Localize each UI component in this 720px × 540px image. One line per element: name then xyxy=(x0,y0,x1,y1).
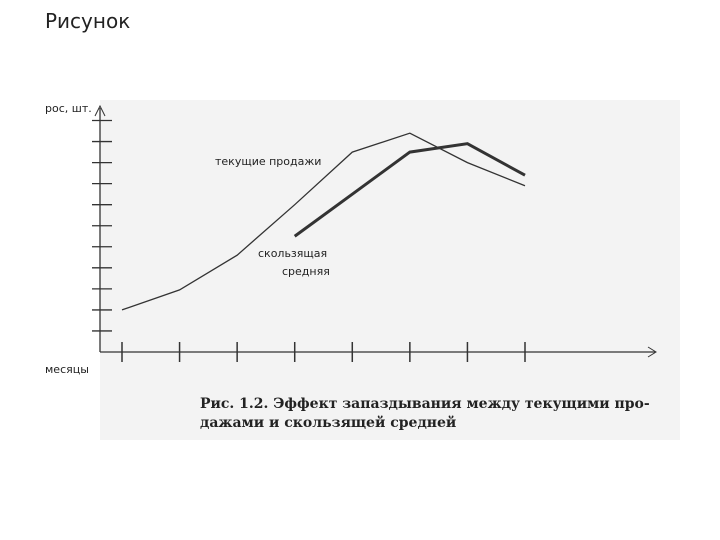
data-line xyxy=(121,132,526,311)
caption: Рис. 1.2. Эффект запаздывания между теку… xyxy=(200,396,650,412)
annotation: скользящая xyxy=(258,247,327,260)
annotation: средняя xyxy=(282,265,330,278)
y-arrow xyxy=(94,104,106,117)
caption: дажами и скользящей средней xyxy=(200,414,456,431)
annotation: текущие продажи xyxy=(215,155,321,168)
x-axis-label: месяцы xyxy=(45,363,89,376)
data-line xyxy=(293,142,526,238)
y-axis-label: рос, шт. xyxy=(45,102,92,115)
slide-title: Рисунок xyxy=(45,9,130,33)
scan-background xyxy=(100,100,680,440)
x-arrow xyxy=(647,346,657,358)
